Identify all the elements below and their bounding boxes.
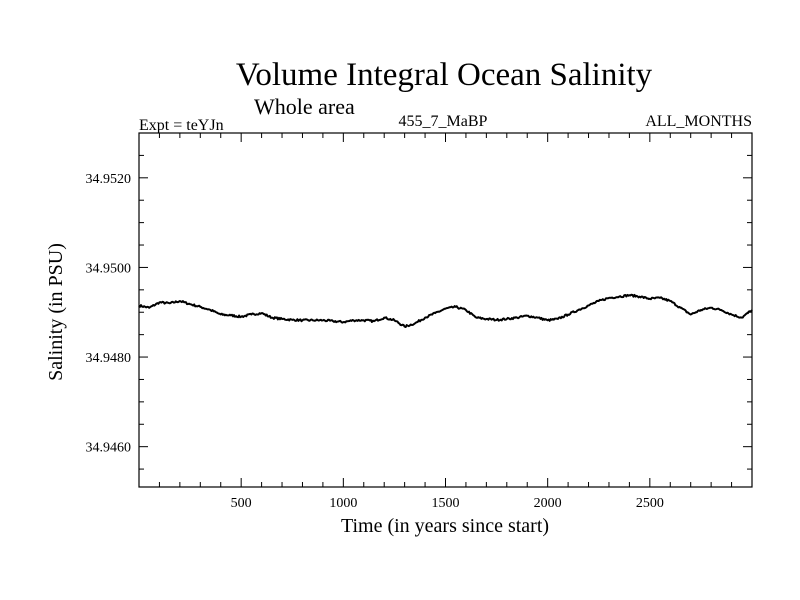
y-tick-label: 34.9460	[86, 441, 132, 456]
x-tick-label: 1500	[432, 496, 460, 511]
axis-tick-labels: 500 1000 1500 2000 2500 34.9460 34.9480 34.9500…	[86, 172, 664, 511]
x-tick-label: 2000	[534, 496, 562, 511]
x-tick-label: 2500	[636, 496, 664, 511]
period-label: ALL_MONTHS	[645, 113, 752, 130]
y-tick-label: 34.9480	[86, 351, 132, 366]
experiment-label: Expt = teYJn	[139, 117, 224, 134]
y-tick-label: 34.9500	[86, 261, 132, 276]
y-axis-label: Salinity (in PSU)	[45, 243, 67, 381]
x-tick-label: 500	[231, 496, 252, 511]
run-label: 455_7_MaBP	[399, 113, 488, 130]
chart-title: Volume Integral Ocean Salinity	[236, 57, 653, 93]
y-tick-label: 34.9520	[86, 172, 132, 187]
axis-ticks	[139, 132, 752, 487]
plot-frame	[138, 132, 753, 488]
salinity-series-line	[138, 293, 753, 328]
x-tick-label: 1000	[329, 496, 357, 511]
chart-subtitle: Whole area	[254, 94, 355, 119]
x-axis-label: Time (in years since start)	[341, 515, 549, 537]
